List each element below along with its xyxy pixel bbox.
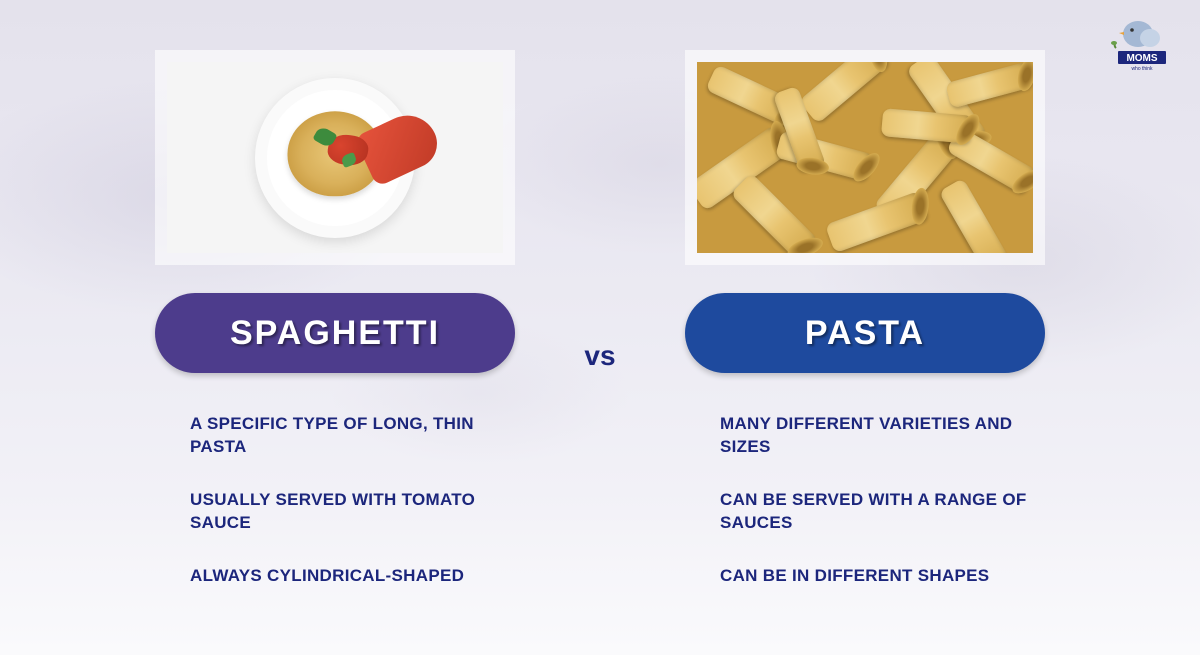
left-column: SPAGHETTI A SPECIFIC TYPE OF LONG, THIN … [130, 50, 540, 618]
pasta-title-pill: PASTA [685, 293, 1045, 373]
pasta-title: PASTA [805, 314, 925, 353]
spaghetti-title: SPAGHETTI [230, 314, 440, 353]
spaghetti-bullet-3: ALWAYS CYLINDRICAL-SHAPED [190, 565, 500, 588]
right-column: PASTA MANY DIFFERENT VARIETIES AND SIZES… [660, 50, 1070, 618]
pasta-image [685, 50, 1045, 265]
pasta-bullet-2: CAN BE SERVED WITH A RANGE OF SAUCES [720, 489, 1030, 535]
spaghetti-bullet-1: A SPECIFIC TYPE OF LONG, THIN PASTA [190, 413, 500, 459]
pasta-bullet-1: MANY DIFFERENT VARIETIES AND SIZES [720, 413, 1030, 459]
spaghetti-bullet-2: USUALLY SERVED WITH TOMATO SAUCE [190, 489, 500, 535]
vs-label: vs [570, 340, 630, 372]
spaghetti-bullets: A SPECIFIC TYPE OF LONG, THIN PASTA USUA… [170, 413, 500, 618]
pasta-bullets: MANY DIFFERENT VARIETIES AND SIZES CAN B… [700, 413, 1030, 618]
spaghetti-image [155, 50, 515, 265]
vs-column: vs [570, 50, 630, 372]
spaghetti-title-pill: SPAGHETTI [155, 293, 515, 373]
pasta-bullet-3: CAN BE IN DIFFERENT SHAPES [720, 565, 1030, 588]
